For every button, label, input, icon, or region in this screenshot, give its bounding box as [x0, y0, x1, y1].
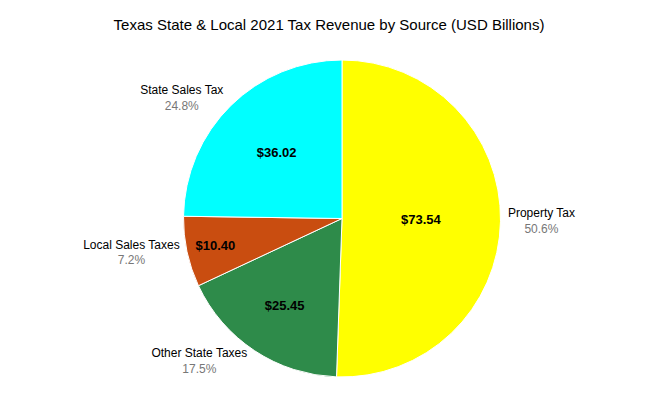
svg-text:$73.54: $73.54	[401, 212, 442, 227]
svg-text:Local Sales Taxes7.2%: Local Sales Taxes7.2%	[83, 238, 180, 268]
svg-text:$25.45: $25.45	[265, 298, 305, 313]
svg-text:$10.40: $10.40	[196, 238, 236, 253]
svg-text:Property Tax50.6%: Property Tax50.6%	[508, 206, 575, 236]
svg-text:$36.02: $36.02	[257, 145, 297, 160]
svg-text:Texas State & Local 2021 Tax R: Texas State & Local 2021 Tax Revenue by …	[114, 16, 545, 33]
svg-text:State Sales Tax24.8%: State Sales Tax24.8%	[140, 83, 223, 113]
svg-text:Other State Taxes17.5%: Other State Taxes17.5%	[151, 346, 247, 376]
